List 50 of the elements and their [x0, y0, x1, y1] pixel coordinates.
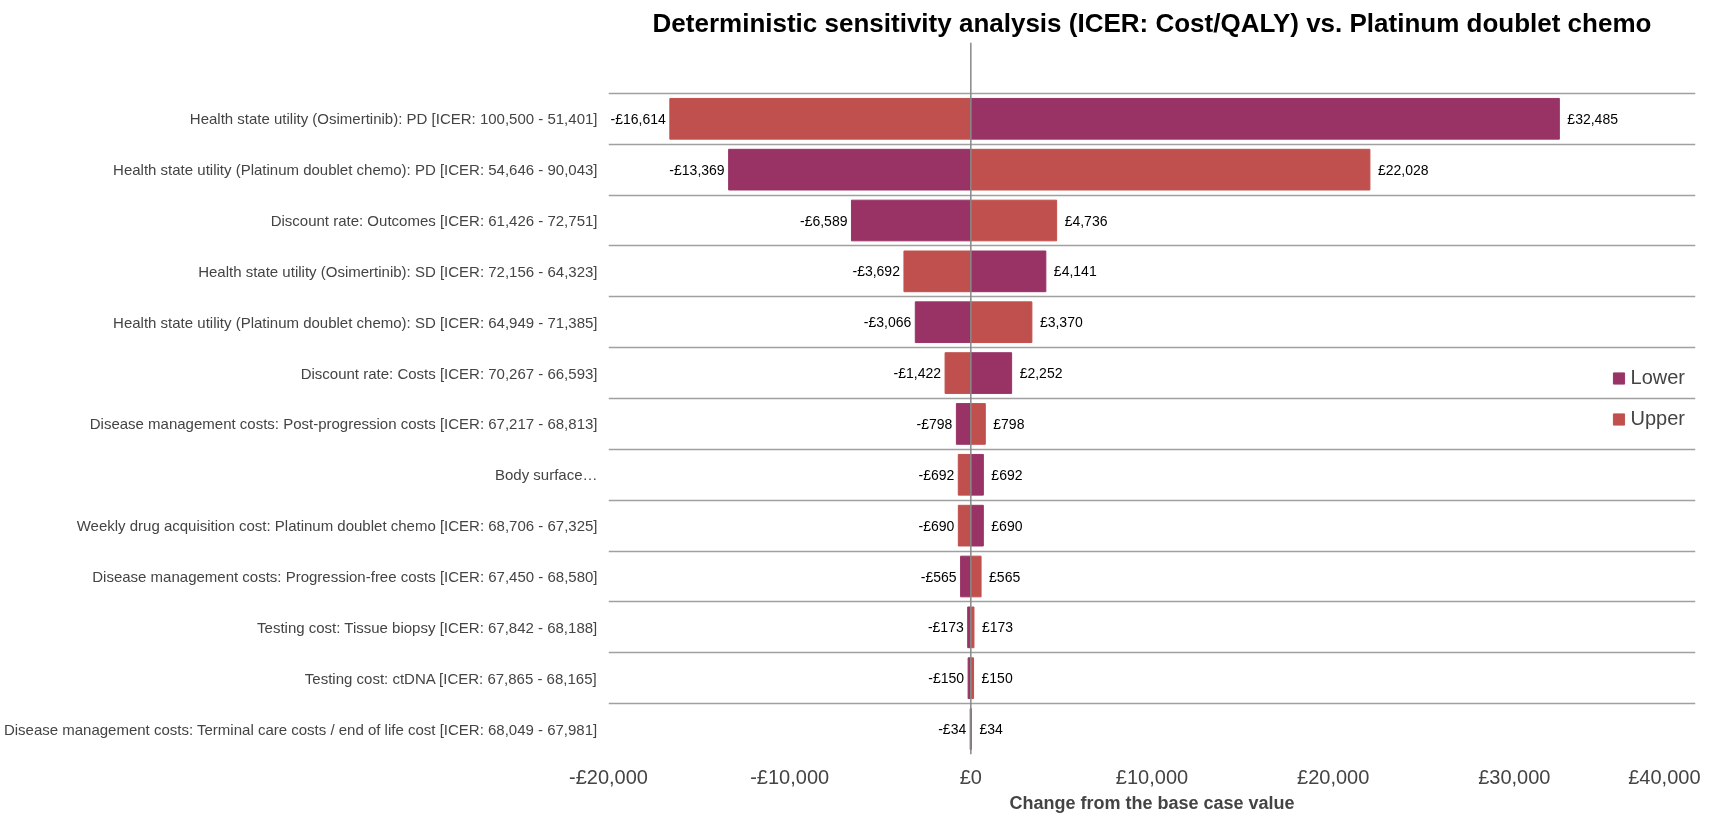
y-tick-label: Health state utility (Platinum doublet chemo): PD [ICER: 54,646 - 90,043] — [113, 161, 598, 179]
x-tick-label: -£10,000 — [750, 765, 830, 788]
y-tick-label: Health state utility (Platinum doublet chemo): SD [ICER: 64,949 - 71,385] — [113, 313, 598, 331]
data-label: £565 — [989, 568, 1021, 585]
data-label: -£3,692 — [852, 263, 901, 280]
y-tick-label: Discount rate: Costs [ICER: 70,267 - 66,593] — [300, 364, 598, 382]
data-label: -£1,422 — [893, 365, 942, 382]
x-tick-label: £20,000 — [1297, 765, 1370, 788]
data-label: -£3,066 — [863, 314, 912, 331]
data-label: -£173 — [927, 619, 964, 636]
data-label: £692 — [991, 466, 1023, 483]
data-label: -£34 — [938, 721, 967, 738]
y-tick-label: Disease management costs: Post-progression costs [ICER: 67,217 - 68,813] — [89, 415, 598, 433]
data-label: -£690 — [918, 517, 955, 534]
data-label: £173 — [981, 619, 1014, 636]
y-tick-label: Testing cost: Tissue biopsy [ICER: 67,842 - 68,188] — [257, 618, 598, 636]
x-tick-label: £30,000 — [1478, 765, 1551, 788]
x-tick-label: -£20,000 — [569, 765, 648, 788]
x-tick-label: £10,000 — [1115, 765, 1189, 788]
y-tick-label: Health state utility (Osimertinib): PD [ICER: 100,500 - 51,401] — [189, 110, 598, 128]
data-label: £150 — [981, 670, 1013, 687]
y-tick-label: Discount rate: Outcomes [ICER: 61,426 - 72,751] — [270, 212, 598, 229]
x-tick-label: £40,000 — [1628, 765, 1701, 788]
legend-label: Lower — [1630, 366, 1685, 389]
data-label: £798 — [993, 415, 1025, 432]
y-tick-label: Body surface… — [494, 466, 598, 484]
data-label: -£13,369 — [669, 161, 725, 178]
data-label: -£565 — [920, 568, 957, 585]
data-label: £2,252 — [1019, 365, 1063, 382]
y-tick-label: Disease management costs: Terminal care costs / end of life cost [ICER: 68,049 - 67,981] — [3, 720, 598, 738]
chart-title: Deterministic sensitivity analysis (ICER: Cost/QALY) vs. Platinum doublet chemo — [652, 7, 1652, 38]
data-label: £22,028 — [1377, 161, 1429, 178]
legend-label: Upper — [1630, 407, 1685, 430]
data-label: -£150 — [928, 670, 965, 687]
data-label: £4,736 — [1064, 212, 1108, 229]
data-label: -£6,589 — [799, 212, 848, 229]
x-tick-label: £0 — [959, 765, 982, 788]
x-axis-title: Change from the base case value — [1009, 792, 1295, 813]
data-label: -£16,614 — [610, 110, 667, 127]
data-label: -£692 — [918, 466, 955, 483]
data-label: £3,370 — [1039, 314, 1083, 331]
data-label: £4,141 — [1053, 263, 1097, 280]
y-tick-label: Disease management costs: Progression-free costs [ICER: 67,450 - 68,580] — [92, 568, 598, 585]
y-tick-label: Health state utility (Osimertinib): SD [ICER: 72,156 - 64,323] — [198, 262, 598, 280]
data-label: £690 — [991, 517, 1023, 534]
y-tick-label: Weekly drug acquisition cost: Platinum doublet chemo [ICER: 68,706 - 67,325] — [76, 517, 598, 535]
data-label: -£798 — [916, 415, 953, 432]
y-tick-label: Testing cost: ctDNA [ICER: 67,865 - 68,165] — [304, 669, 597, 687]
data-label: £34 — [979, 721, 1004, 738]
data-label: £32,485 — [1567, 110, 1619, 127]
